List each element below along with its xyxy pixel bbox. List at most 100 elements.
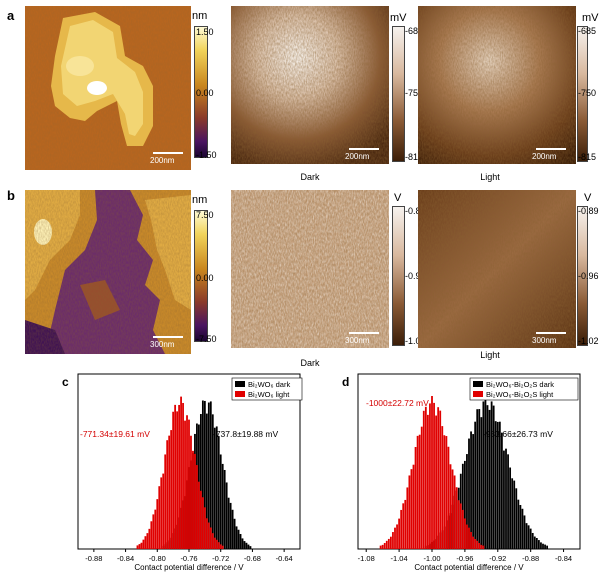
histogram-bar-c-light	[142, 539, 145, 549]
colorbar-tick-a-dark-mid: -750	[405, 88, 424, 98]
histogram-bar-d-dark	[546, 545, 549, 549]
legend-label-dark-c: Bi₂WO₆ dark	[248, 380, 290, 389]
colorbar-a-light	[577, 26, 588, 162]
histogram-bar-d-light	[410, 469, 413, 549]
x-tick-label-d: -0.92	[489, 554, 506, 563]
histogram-bar-d-dark	[480, 417, 483, 549]
histogram-bar-d-dark	[484, 396, 487, 549]
colorbar-unit-b-dark: V	[394, 192, 402, 204]
histogram-bar-c-dark	[213, 427, 216, 549]
histogram-bar-d-light	[379, 545, 382, 549]
histogram-bar-d-light	[381, 544, 384, 549]
histogram-bar-d-light	[472, 536, 475, 549]
histogram-bar-d-light	[416, 435, 419, 549]
afm-topography-image-b: 300nm	[25, 190, 191, 354]
histogram-bar-d-light	[453, 475, 456, 549]
histogram-bar-d-light	[394, 527, 396, 549]
histogram-bar-c-light	[160, 477, 163, 549]
histogram-bar-d-dark	[544, 544, 546, 549]
kpfm-light-image-a: 200nm	[418, 6, 576, 164]
histogram-bar-d-light	[422, 410, 425, 549]
histogram-bar-d-dark	[478, 409, 481, 549]
histogram-bar-d-light	[431, 396, 433, 549]
histogram-bar-c-light	[211, 533, 214, 549]
legend-swatch-dark-c	[235, 381, 245, 387]
histogram-bar-d-light	[478, 542, 481, 549]
histogram-bar-d-light	[445, 436, 448, 549]
histogram-bar-c-dark	[243, 541, 246, 549]
histogram-bar-d-dark	[525, 523, 528, 549]
histogram-bar-c-dark	[229, 502, 232, 549]
histogram-bar-c-dark	[199, 414, 202, 549]
colorbar-a-dark	[392, 26, 405, 162]
histogram-bar-d-light	[408, 475, 411, 549]
histogram-bar-c-light	[194, 453, 196, 549]
histogram-bar-d-light	[459, 503, 462, 549]
legend-swatch-dark-d	[473, 381, 483, 387]
histogram-bar-c-light	[213, 537, 216, 549]
caption-a-dark: Dark	[300, 172, 320, 182]
histogram-bar-c-dark	[211, 414, 214, 549]
histogram-bar-d-light	[406, 487, 409, 549]
histogram-bar-d-light	[443, 435, 446, 549]
histogram-bar-d-light	[457, 500, 460, 549]
histogram-bar-d-dark	[496, 421, 499, 549]
histogram-bar-d-light	[437, 407, 440, 549]
histogram-bar-c-dark	[239, 534, 242, 549]
x-tick-label-c: -0.64	[276, 554, 293, 563]
histogram-bar-d-light	[389, 536, 392, 549]
histogram-bar-d-light	[433, 402, 435, 549]
x-tick-label-c: -0.72	[212, 554, 229, 563]
histogram-bar-d-light	[463, 518, 466, 549]
histogram-bar-d-light	[429, 403, 431, 549]
histogram-bar-c-light	[158, 486, 161, 549]
histogram-bar-c-light	[138, 544, 141, 549]
histogram-bar-d-light	[466, 524, 468, 549]
colorbar-tick-b-topo-min: -7.50	[196, 334, 217, 344]
panel-label-a: a	[7, 8, 15, 23]
histogram-bar-c-light	[190, 435, 192, 549]
histogram-bar-d-light	[418, 434, 421, 549]
colorbar-a-topo	[194, 26, 208, 158]
scale-bar-label-a-light: 200nm	[532, 152, 557, 161]
histogram-bar-d-dark	[490, 401, 493, 549]
histogram-bar-d-dark	[537, 540, 540, 549]
histogram-bar-d-dark	[466, 454, 468, 549]
x-tick-label-d: -0.96	[456, 554, 473, 563]
colorbar-tick-a-light-min: -815	[578, 152, 597, 162]
histogram-bar-d-light	[385, 540, 388, 549]
histogram-bar-d-dark	[500, 432, 503, 549]
x-tick-label-d: -1.04	[391, 554, 408, 563]
histogram-bar-d-light	[439, 410, 442, 549]
histogram-bar-c-light	[146, 533, 149, 549]
colorbar-b-light	[577, 206, 588, 346]
histogram-bar-d-light	[398, 518, 401, 549]
colorbar-tick-a-topo-mid: 0.00	[196, 88, 214, 98]
histogram-bar-c-light	[152, 514, 155, 549]
histogram-bar-d-light	[470, 532, 472, 549]
histogram-bar-c-dark	[225, 482, 228, 549]
scale-bar-label-a-dark: 200nm	[345, 152, 370, 161]
annotation-c-light: -771.34±19.61 mV	[80, 429, 150, 439]
colorbar-tick-a-topo-max: 1.50	[196, 27, 214, 37]
histogram-bar-c-light	[199, 490, 202, 549]
panel-label-c: c	[62, 375, 69, 389]
histogram-bar-d-light	[426, 414, 429, 549]
histogram-bar-d-light	[435, 415, 438, 549]
histogram-bar-c-light	[170, 430, 173, 549]
histogram-bar-c-light	[164, 454, 167, 549]
colorbar-tick-b-light-max: -0.89	[578, 206, 599, 216]
legend-label-light-d: Bi₂WO₆-Bi₂O₂S light	[486, 390, 554, 399]
histogram-bar-d-dark	[507, 454, 509, 549]
histogram-bar-d-dark	[527, 525, 530, 549]
x-axis-label-c: Contact potential difference / V	[134, 563, 244, 572]
histogram-bar-d-dark	[472, 434, 475, 549]
histogram-bar-c-light	[136, 545, 139, 549]
colorbar-tick-b-light-min: -1.02	[578, 336, 599, 346]
histogram-bar-c-light	[144, 536, 147, 549]
legend-box-c	[231, 377, 303, 401]
x-tick-label-c: -0.88	[85, 554, 102, 563]
colorbar-tick-b-light-mid: -0.96	[578, 271, 599, 281]
histogram-bar-d-light	[414, 447, 417, 549]
